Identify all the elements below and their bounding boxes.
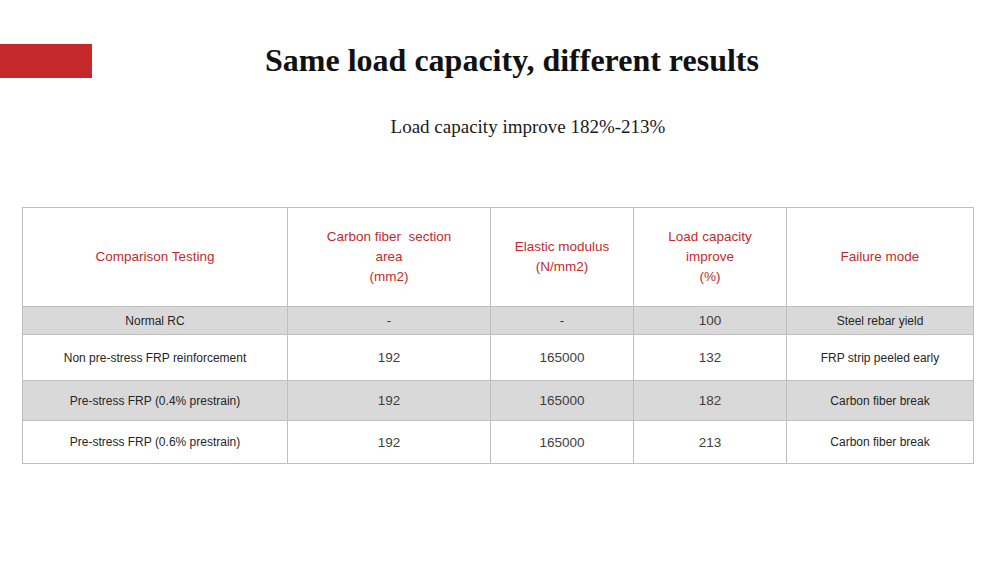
column-header-comparison-testing: Comparison Testing xyxy=(23,208,288,307)
slide-title: Same load capacity, different results xyxy=(24,42,1000,79)
cell-failure-mode: FRP strip peeled early xyxy=(787,335,974,381)
cell-test-name: Pre-stress FRP (0.4% prestrain) xyxy=(23,381,288,421)
table-row: Pre-stress FRP (0.4% prestrain) 192 1650… xyxy=(23,381,974,421)
table-header-row: Comparison Testing Carbon fiber section … xyxy=(23,208,974,307)
table-row: Pre-stress FRP (0.6% prestrain) 192 1650… xyxy=(23,421,974,464)
cell-section-area: 192 xyxy=(288,381,491,421)
cell-section-area: 192 xyxy=(288,335,491,381)
cell-elastic-modulus: 165000 xyxy=(491,335,634,381)
cell-elastic-modulus: - xyxy=(491,307,634,335)
column-header-elastic-modulus: Elastic modulus (N/mm2) xyxy=(491,208,634,307)
cell-load-capacity: 132 xyxy=(634,335,787,381)
cell-elastic-modulus: 165000 xyxy=(491,421,634,464)
cell-elastic-modulus: 165000 xyxy=(491,381,634,421)
cell-test-name: Non pre-stress FRP reinforcement xyxy=(23,335,288,381)
cell-failure-mode: Carbon fiber break xyxy=(787,381,974,421)
comparison-table: Comparison Testing Carbon fiber section … xyxy=(22,207,974,464)
column-header-failure-mode: Failure mode xyxy=(787,208,974,307)
presentation-slide: Same load capacity, different results Lo… xyxy=(0,0,1000,562)
cell-load-capacity: 182 xyxy=(634,381,787,421)
cell-failure-mode: Steel rebar yield xyxy=(787,307,974,335)
column-header-load-capacity-improve: Load capacity improve (%) xyxy=(634,208,787,307)
cell-load-capacity: 213 xyxy=(634,421,787,464)
cell-section-area: - xyxy=(288,307,491,335)
column-header-carbon-fiber-section-area: Carbon fiber section area (mm2) xyxy=(288,208,491,307)
cell-test-name: Normal RC xyxy=(23,307,288,335)
cell-section-area: 192 xyxy=(288,421,491,464)
slide-subtitle: Load capacity improve 182%-213% xyxy=(56,116,1000,138)
cell-load-capacity: 100 xyxy=(634,307,787,335)
table-row: Non pre-stress FRP reinforcement 192 165… xyxy=(23,335,974,381)
cell-failure-mode: Carbon fiber break xyxy=(787,421,974,464)
table-row: Normal RC - - 100 Steel rebar yield xyxy=(23,307,974,335)
cell-test-name: Pre-stress FRP (0.6% prestrain) xyxy=(23,421,288,464)
